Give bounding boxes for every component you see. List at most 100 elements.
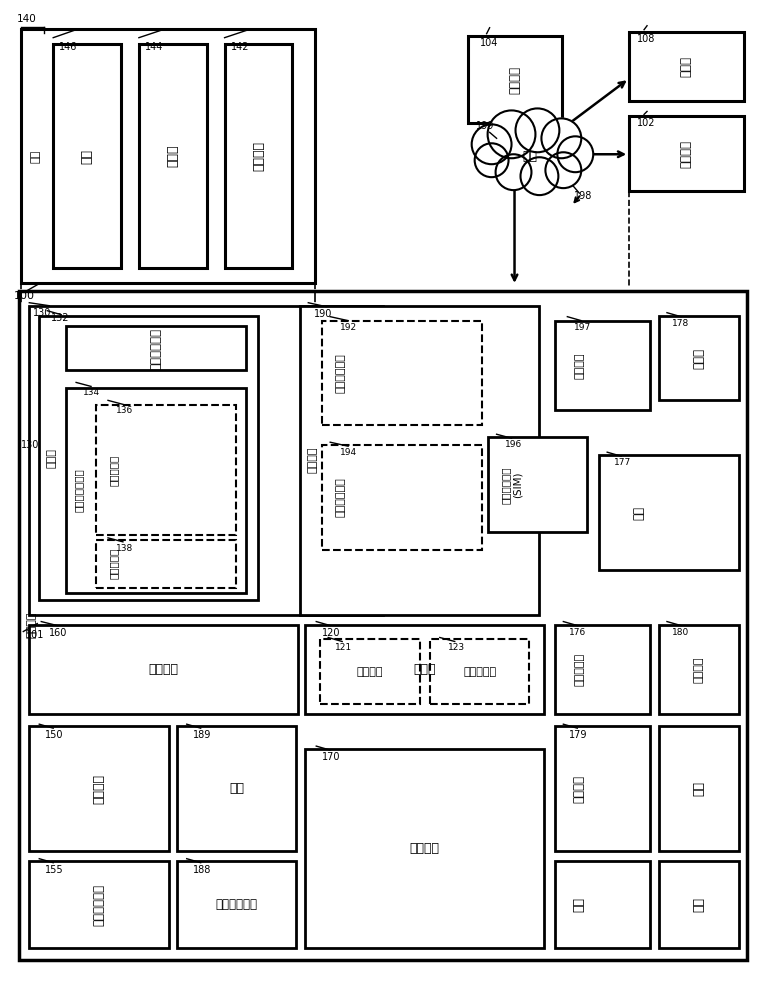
Text: 输入装置: 输入装置 [93,774,106,804]
Text: 通信模块: 通信模块 [308,447,318,473]
Ellipse shape [489,132,569,180]
Text: 138: 138 [116,544,133,553]
Circle shape [475,143,509,177]
Text: 196: 196 [505,440,522,449]
Text: 存储器: 存储器 [46,448,56,468]
Text: 电池: 电池 [229,782,244,795]
Bar [66,326,245,370]
Bar [305,625,545,714]
Bar [629,116,744,191]
Bar [430,639,529,704]
Bar [176,726,296,851]
Bar [659,625,739,714]
Text: 150: 150 [45,730,64,740]
Text: 声音输出装置: 声音输出装置 [93,884,106,926]
Text: 传感器模块: 传感器模块 [574,653,584,686]
Text: 134: 134 [83,388,100,397]
Bar [555,726,650,851]
Bar [176,861,296,948]
Text: 无线通信模块: 无线通信模块 [335,354,345,393]
Text: 非易失性存储器: 非易失性存储器 [74,468,84,512]
Text: 197: 197 [574,323,591,332]
Bar [468,36,562,123]
Text: 132: 132 [51,313,70,323]
Circle shape [515,108,559,152]
Text: 188: 188 [193,865,211,875]
Text: 177: 177 [614,458,631,467]
Bar [29,306,383,615]
Bar [29,726,169,851]
Text: 网络: 网络 [522,150,537,163]
Text: 198: 198 [574,191,593,201]
Circle shape [472,124,512,164]
Text: 178: 178 [672,319,690,328]
Text: 199: 199 [476,121,494,131]
Bar [29,625,298,714]
Text: 140: 140 [16,14,36,24]
Text: 120: 120 [322,628,341,638]
Text: 130: 130 [21,440,40,450]
Circle shape [521,157,558,195]
Text: 189: 189 [193,730,211,740]
Bar [53,44,121,268]
Text: 显示装置: 显示装置 [149,663,179,676]
Text: 101: 101 [26,630,44,640]
Text: 相机模块: 相机模块 [694,656,704,683]
Text: 操作系统: 操作系统 [252,141,265,171]
Text: 处理器: 处理器 [413,663,436,676]
Bar [555,861,650,948]
Text: 触觉模块: 触觉模块 [573,775,586,803]
Circle shape [545,152,581,188]
Text: 内部存储器: 内部存储器 [109,454,119,486]
Circle shape [558,136,593,172]
Text: 接口: 接口 [633,506,646,520]
Text: 142: 142 [231,42,249,52]
Text: 电子装置: 电子装置 [680,140,693,168]
Text: 电力管理模块: 电力管理模块 [216,898,258,911]
Text: 外部存储器: 外部存储器 [109,548,119,579]
Bar [301,306,539,615]
Bar [96,540,235,588]
Bar [629,32,744,101]
Text: 192: 192 [340,323,357,332]
Text: 电子装置: 电子装置 [508,66,521,94]
Bar [29,861,169,948]
Text: 音频模块: 音频模块 [410,842,439,855]
Text: 160: 160 [49,628,67,638]
Text: 194: 194 [340,448,357,457]
Text: 100: 100 [13,291,35,301]
Text: 180: 180 [672,628,690,637]
Text: 有线通信模块: 有线通信模块 [335,477,345,517]
Text: 模块: 模块 [573,897,586,912]
Text: 模块: 模块 [693,781,706,796]
Text: 程序: 程序 [30,150,40,163]
Text: 102: 102 [637,118,656,128]
Text: 144: 144 [145,42,163,52]
Text: 连接端: 连接端 [693,348,706,369]
Text: 主处理器: 主处理器 [357,667,384,677]
Text: 136: 136 [116,406,133,415]
Text: 应用: 应用 [81,149,94,164]
Text: 用户识别模块
(SIM): 用户识别模块 (SIM) [501,466,522,504]
Text: 辅助处理器: 辅助处理器 [463,667,496,677]
Bar [139,44,206,268]
Text: 电子装置: 电子装置 [26,611,36,638]
Bar [321,639,420,704]
Text: 服务器: 服务器 [680,56,693,77]
Text: 天线模块: 天线模块 [574,352,584,379]
Bar [96,405,235,535]
Text: 146: 146 [59,42,77,52]
Bar [66,388,245,593]
Text: 190: 190 [314,309,333,319]
Text: 104: 104 [479,38,498,48]
Text: 模块: 模块 [693,897,706,912]
Bar [322,321,482,425]
Text: 易失性存储器: 易失性存储器 [150,328,163,370]
Bar [21,29,315,283]
Bar [305,749,545,948]
Circle shape [542,118,581,158]
Text: 121: 121 [335,643,352,652]
Bar [322,445,482,550]
Circle shape [495,154,532,190]
Bar [659,861,739,948]
